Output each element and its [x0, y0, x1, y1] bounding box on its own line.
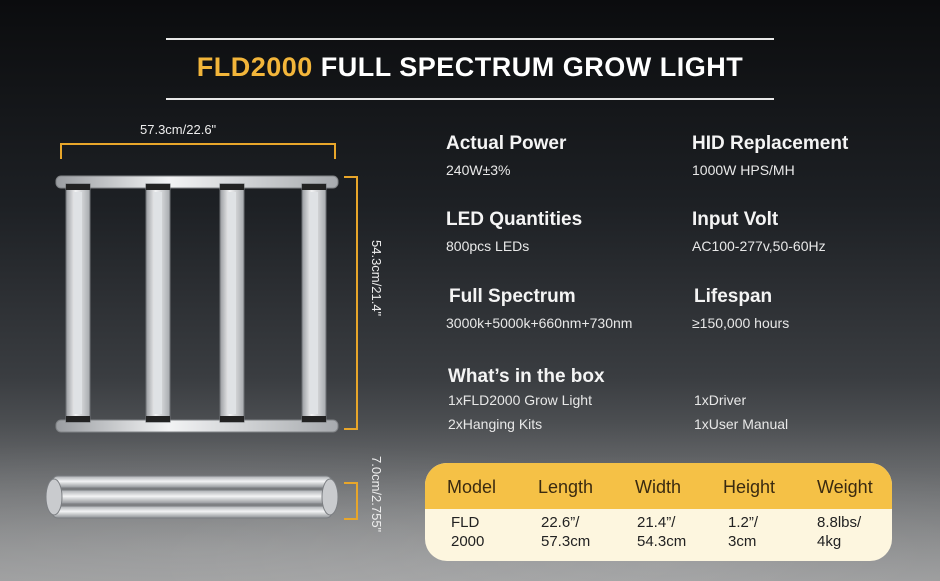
box-item: 1xFLD2000 Grow Light: [448, 392, 592, 408]
box-item: 1xUser Manual: [694, 416, 789, 432]
title-text: FULL SPECTRUM GROW LIGHT: [312, 52, 744, 82]
spec-label-hid-replacement: HID Replacement: [692, 133, 849, 154]
fixture-front-view: [55, 175, 339, 433]
spec-table-header: [425, 463, 892, 509]
table-cell-line: FLD: [451, 514, 480, 531]
box-item: 2xHanging Kits: [448, 416, 543, 432]
title-model: FLD2000: [196, 52, 313, 82]
spec-value-actual-power: 240W±3%: [446, 162, 511, 178]
spec-label-lifespan: Lifespan: [694, 286, 773, 307]
title-top-rule: [166, 38, 774, 40]
spec-table: Model Length Width Height Weight FLD 200…: [425, 463, 892, 561]
spec-value-lifespan: ≥150,000 hours: [692, 315, 790, 331]
height-dimension-label: 7.0cm/2.755": [369, 456, 384, 533]
table-cell-line: 2000: [451, 533, 485, 550]
table-cell-model: FLD 2000: [451, 513, 484, 551]
table-cell-line: 21.4”/: [637, 514, 676, 531]
spec-value-led-quantities: 800pcs LEDs: [446, 238, 530, 254]
length-dimension-label: 54.3cm/21.4": [369, 240, 384, 317]
spec-value-full-spectrum: 3000k+5000k+660nm+730nm: [446, 315, 633, 331]
title-bottom-rule: [166, 98, 774, 100]
box-heading: What’s in the box: [448, 366, 605, 387]
fixture-side-view: [45, 475, 339, 519]
spec-value-hid-replacement: 1000W HPS/MH: [692, 162, 795, 178]
table-cell-line: 54.3cm: [637, 533, 687, 550]
spec-value-input-volt: AC100-277v,50-60Hz: [692, 238, 826, 254]
table-cell-line: 1.2”/: [728, 514, 759, 531]
table-cell-line: 8.8lbs/: [817, 514, 862, 531]
table-header-height: Height: [723, 477, 776, 497]
table-cell-length: 22.6”/ 57.3cm: [541, 513, 590, 551]
table-cell-line: 57.3cm: [541, 533, 591, 550]
table-cell-line: 22.6”/: [541, 514, 580, 531]
width-dimension-label: 57.3cm/22.6": [140, 122, 217, 137]
table-cell-weight: 8.8lbs/ 4kg: [817, 513, 861, 551]
length-bracket: [344, 176, 358, 430]
height-bracket: [344, 482, 358, 520]
table-header-model: Model: [447, 477, 497, 497]
page-title: FLD2000 FULL SPECTRUM GROW LIGHT: [166, 52, 774, 83]
table-cell-height: 1.2”/ 3cm: [728, 513, 758, 551]
table-cell-line: 4kg: [817, 533, 842, 550]
table-header-width: Width: [635, 477, 682, 497]
spec-label-input-volt: Input Volt: [692, 209, 779, 230]
width-bracket: [60, 143, 336, 159]
spec-label-led-quantities: LED Quantities: [446, 209, 583, 230]
table-header-length: Length: [538, 477, 594, 497]
table-header-weight: Weight: [817, 477, 873, 497]
table-cell-width: 21.4”/ 54.3cm: [637, 513, 686, 551]
spec-label-full-spectrum: Full Spectrum: [449, 286, 576, 307]
spec-label-actual-power: Actual Power: [446, 133, 567, 154]
box-item: 1xDriver: [694, 392, 747, 408]
table-cell-line: 3cm: [728, 533, 757, 550]
